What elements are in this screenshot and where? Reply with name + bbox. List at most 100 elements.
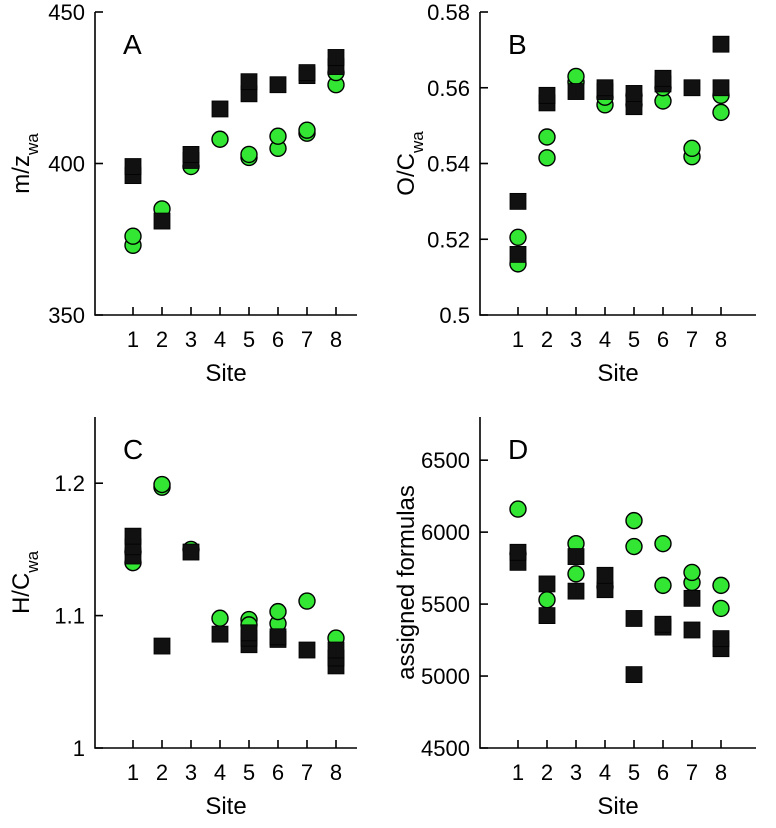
x-axis-label-b: Site [597, 360, 638, 387]
data-point-square-d [683, 621, 701, 639]
data-point-square-a [240, 73, 258, 91]
x-tick-label-b: 5 [628, 327, 640, 352]
x-tick-label-d: 8 [715, 760, 727, 785]
data-point-square-c [327, 641, 345, 659]
y-tick-label-d: 5000 [421, 664, 470, 689]
y-axis-label-main-b: O/C [393, 153, 420, 196]
x-tick-label-b: 1 [512, 327, 524, 352]
x-tick-label-c: 1 [127, 760, 139, 785]
y-tick-label-b: 0.58 [427, 0, 470, 25]
y-tick-label-b: 0.56 [427, 76, 470, 101]
x-tick-label-d: 2 [541, 760, 553, 785]
data-point-square-a [211, 100, 229, 118]
x-tick-label-a: 3 [185, 327, 197, 352]
y-tick-label-d: 5500 [421, 592, 470, 617]
y-tick-label-d: 6000 [421, 520, 470, 545]
data-point-circle-b [683, 139, 701, 158]
data-point-square-d [625, 666, 643, 684]
y-tick-label-d: 4500 [421, 736, 470, 761]
x-tick-label-a: 8 [330, 327, 342, 352]
x-tick-label-d: 3 [570, 760, 582, 785]
data-point-circle-b [538, 149, 556, 167]
data-point-square-b [538, 86, 556, 104]
data-point-square-b [625, 85, 643, 102]
data-point-square-b [596, 79, 614, 97]
panel-d: 4500 5000 5500 6000 6500 1 2 3 4 5 6 7 8 Site assigned… [393, 417, 756, 820]
data-point-circle-d [509, 500, 527, 518]
data-point-square-c [298, 641, 316, 659]
data-point-circle-d [625, 537, 643, 556]
y-axis-label-sub-c: wa [23, 550, 42, 573]
data-point-circle-d [625, 511, 643, 530]
x-tick-label-c: 7 [301, 760, 313, 785]
data-point-circle-b [509, 228, 527, 247]
x-tick-label-d: 5 [628, 760, 640, 785]
x-tick-label-a: 6 [272, 327, 284, 352]
data-point-circle-a [240, 145, 258, 164]
y-tick-label-c: 1 [73, 736, 85, 761]
panel-letter-c: C [123, 434, 143, 465]
x-tick-label-b: 6 [657, 327, 669, 352]
x-tick-label-a: 2 [156, 327, 168, 352]
data-point-circle-c [153, 475, 171, 494]
x-tick-label-a: 5 [243, 327, 255, 352]
data-point-square-c [269, 628, 287, 646]
data-point-circle-d [654, 576, 672, 595]
y-tick-label-b: 0.54 [427, 152, 470, 177]
y-axis-label-d: assigned formulas [393, 485, 420, 680]
x-tick-label-b: 2 [541, 327, 553, 352]
data-point-square-d [509, 543, 527, 561]
panel-letter-b: B [508, 29, 527, 60]
data-point-square-d [596, 566, 614, 584]
y-axis-label-b: O/Cwa [393, 131, 427, 196]
data-point-circle-b [567, 67, 585, 86]
x-tick-label-c: 4 [214, 760, 226, 785]
data-point-square-b [567, 83, 585, 100]
data-point-square-b [509, 192, 527, 210]
x-tick-label-c: 8 [330, 760, 342, 785]
y-tick-label-b: 0.5 [439, 303, 470, 328]
data-point-square-d [596, 581, 614, 599]
x-tick-label-c: 2 [156, 760, 168, 785]
y-tick-label-d: 6500 [421, 448, 470, 473]
x-axis-label-d: Site [597, 793, 638, 820]
data-point-square-d [654, 615, 672, 633]
data-point-circle-c [298, 592, 316, 610]
y-tick-label-a: 400 [48, 152, 85, 177]
x-tick-label-a: 7 [301, 327, 313, 352]
data-point-square-d [567, 548, 585, 565]
data-point-square-a [124, 158, 142, 175]
data-point-circle-d [654, 534, 672, 553]
data-point-square-b [654, 69, 672, 87]
data-point-circle-d [712, 576, 730, 595]
data-point-circle-a [298, 121, 316, 139]
data-point-circle-c [269, 602, 287, 621]
x-axis-label-c: Site [205, 793, 246, 820]
data-point-circle-b [712, 103, 730, 122]
axes-c [94, 417, 357, 749]
y-axis-label-sub-a: wa [23, 133, 42, 156]
x-tick-label-b: 8 [715, 327, 727, 352]
y-axis-label-sub-b: wa [408, 131, 427, 154]
data-point-circle-a [269, 127, 287, 145]
x-tick-label-d: 4 [599, 760, 611, 785]
x-axis-label-a: Site [205, 360, 246, 387]
data-point-square-a [182, 146, 200, 163]
data-point-square-b [712, 79, 730, 97]
x-tick-label-c: 3 [185, 760, 197, 785]
data-point-square-d [712, 630, 730, 648]
x-tick-label-b: 4 [599, 327, 611, 352]
data-point-square-d [567, 582, 585, 600]
data-point-square-a [153, 212, 171, 230]
data-point-square-c [211, 625, 229, 643]
x-tick-label-d: 7 [686, 760, 698, 785]
data-point-square-d [683, 589, 701, 607]
x-tick-label-a: 1 [127, 327, 139, 352]
data-point-circle-d [683, 563, 701, 582]
x-tick-label-c: 6 [272, 760, 284, 785]
y-axis-label-main-c: H/C [8, 573, 35, 614]
data-point-circle-c [211, 609, 229, 627]
data-point-square-a [269, 76, 287, 94]
